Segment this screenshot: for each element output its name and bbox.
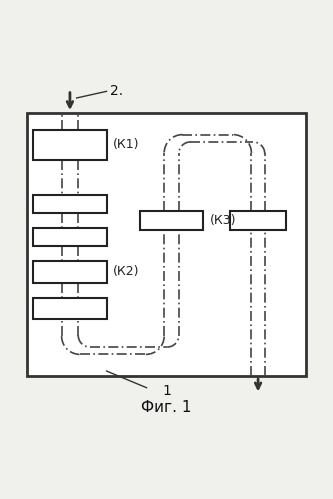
Text: 2.: 2. <box>110 84 123 98</box>
Bar <box>33 298 107 319</box>
Bar <box>140 211 203 230</box>
Bar <box>33 130 107 160</box>
Text: 1: 1 <box>162 384 171 398</box>
Bar <box>33 228 107 246</box>
Text: (К1): (К1) <box>113 138 140 151</box>
Text: (К3): (К3) <box>210 214 236 227</box>
Text: Фиг. 1: Фиг. 1 <box>141 400 192 415</box>
Bar <box>33 195 107 213</box>
Bar <box>230 211 286 230</box>
Text: (К2): (К2) <box>113 265 140 278</box>
Bar <box>27 113 306 376</box>
Bar <box>33 261 107 283</box>
